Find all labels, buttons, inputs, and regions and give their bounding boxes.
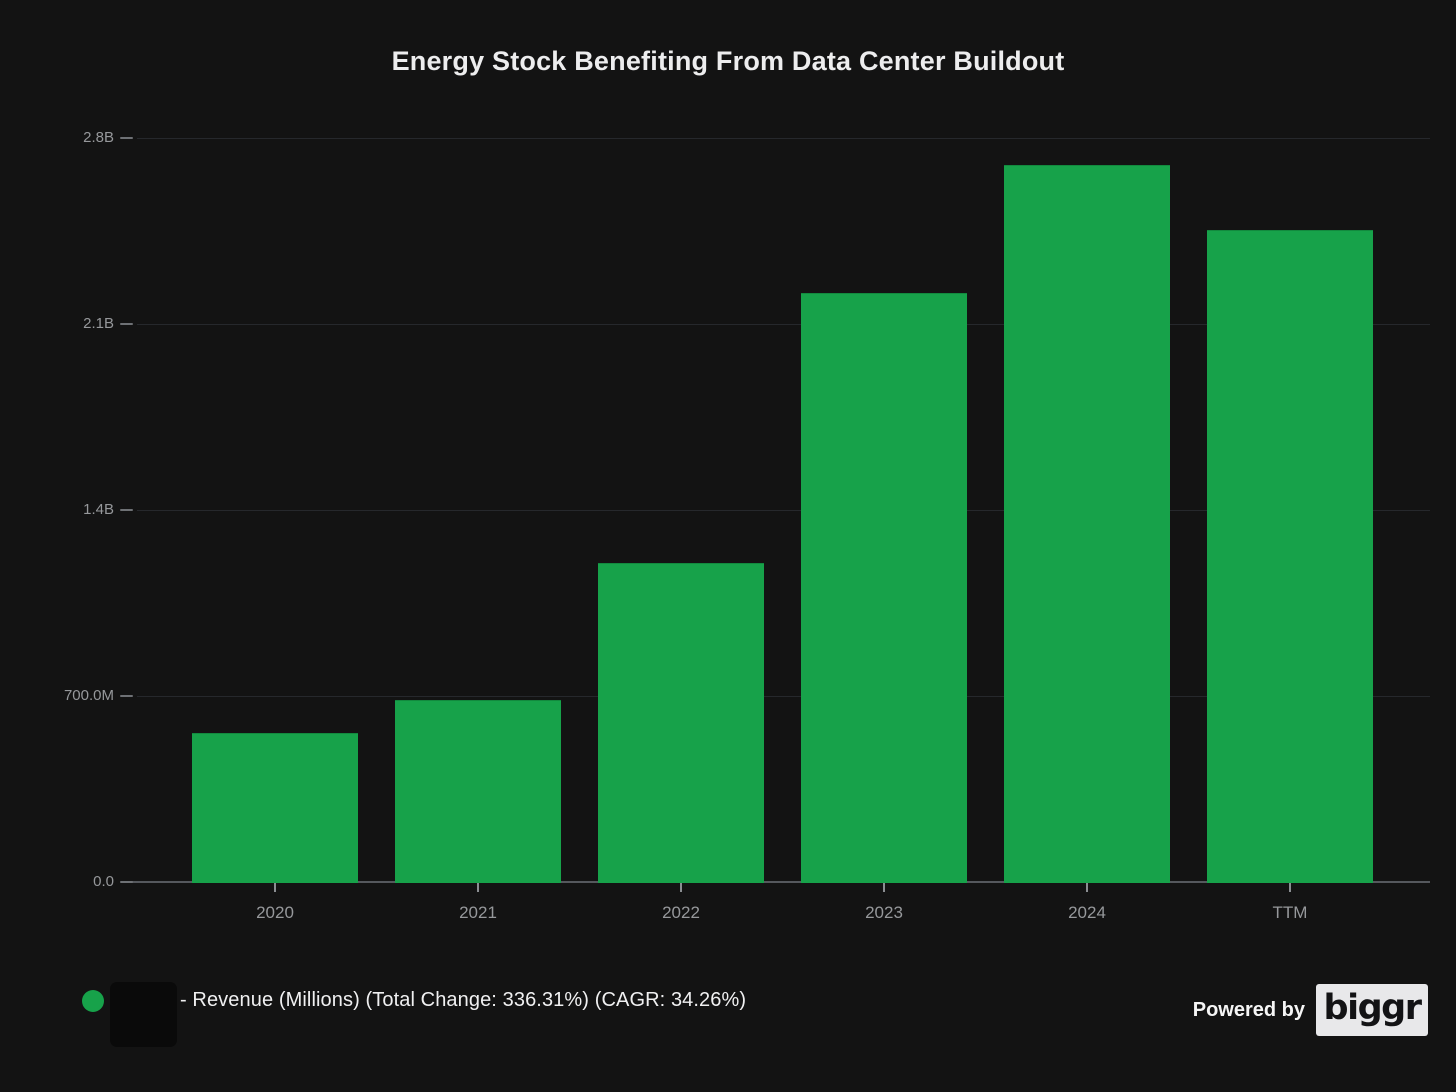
legend-redacted-ticker-box bbox=[110, 982, 177, 1047]
bar-2023 bbox=[801, 292, 967, 883]
x-axis-tick bbox=[477, 883, 479, 892]
x-axis-tick bbox=[680, 883, 682, 892]
legend-marker-dot bbox=[82, 990, 104, 1012]
x-axis-tick bbox=[1086, 883, 1088, 892]
x-axis-label-2020: 2020 bbox=[256, 903, 294, 922]
bar-ttm bbox=[1207, 230, 1373, 883]
x-axis-label-2021: 2021 bbox=[459, 903, 497, 922]
gridline bbox=[137, 695, 1430, 697]
x-axis-label-2023: 2023 bbox=[865, 903, 903, 922]
gridline bbox=[137, 509, 1430, 511]
y-axis-tick bbox=[120, 695, 133, 697]
chart-title: Energy Stock Benefiting From Data Center… bbox=[391, 46, 1065, 76]
y-axis-tick bbox=[120, 509, 133, 511]
x-axis-label-2024: 2024 bbox=[1068, 903, 1106, 922]
x-axis-tick bbox=[274, 883, 276, 892]
x-axis-label-ttm: TTM bbox=[1272, 903, 1308, 922]
y-axis-tick bbox=[120, 137, 133, 139]
y-axis-label: 1.4B bbox=[83, 501, 114, 518]
y-axis-label: 0.0 bbox=[93, 873, 114, 890]
bar-2024 bbox=[1004, 164, 1170, 883]
bar-2021 bbox=[395, 699, 561, 883]
y-axis-label: 2.8B bbox=[83, 129, 114, 146]
bar-2022 bbox=[598, 563, 764, 883]
y-axis-tick bbox=[120, 323, 133, 325]
y-axis-label: 700.0M bbox=[63, 687, 114, 704]
bar-2020 bbox=[192, 732, 358, 883]
y-axis-tick bbox=[120, 881, 133, 883]
legend-label: - Revenue (Millions) (Total Change: 336.… bbox=[180, 989, 747, 1011]
gridline bbox=[137, 323, 1430, 325]
biggr-logo-text: biggr bbox=[1323, 987, 1422, 1028]
x-axis-label-2022: 2022 bbox=[662, 903, 700, 922]
x-axis-tick bbox=[1289, 883, 1291, 892]
x-axis-line bbox=[125, 881, 1430, 883]
gridline bbox=[137, 137, 1430, 139]
powered-by-label: Powered by bbox=[1192, 999, 1305, 1021]
x-axis-tick bbox=[883, 883, 885, 892]
y-axis-label: 2.1B bbox=[83, 315, 114, 332]
biggr-logo-badge: biggr bbox=[1316, 984, 1428, 1036]
